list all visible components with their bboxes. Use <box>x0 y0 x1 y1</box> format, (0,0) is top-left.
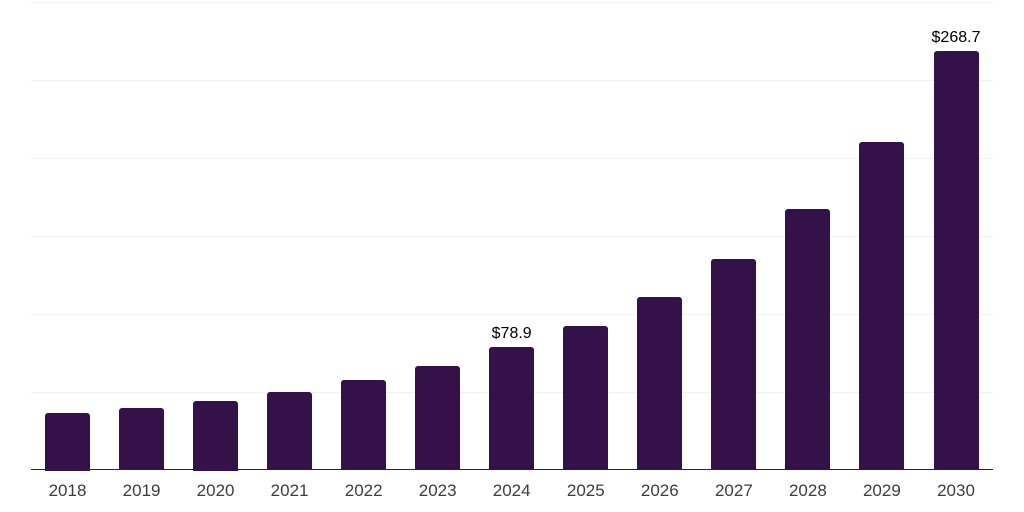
data-label-2024: $78.9 <box>491 325 532 343</box>
bar-2026[interactable] <box>637 297 683 471</box>
bar-2028[interactable] <box>785 209 831 471</box>
x-axis-line <box>30 469 993 471</box>
x-tick-2024: 2024 <box>492 481 531 500</box>
bar-2018[interactable] <box>45 413 90 471</box>
x-tick-2018: 2018 <box>48 481 87 500</box>
bar-2030[interactable] <box>933 50 979 471</box>
x-tick-2022: 2022 <box>344 481 383 500</box>
bar-2019[interactable] <box>119 407 165 471</box>
x-tick-2025: 2025 <box>566 481 605 500</box>
bar-2029[interactable] <box>859 141 905 471</box>
gridline-100 <box>30 313 993 315</box>
gridline-300 <box>30 1 993 3</box>
gridline-200 <box>30 157 993 159</box>
x-tick-2028: 2028 <box>788 481 827 500</box>
bar-2024[interactable] <box>489 347 535 471</box>
gridline-150 <box>30 235 993 237</box>
x-tick-2029: 2029 <box>862 481 901 500</box>
data-label-2030: $268.7 <box>931 28 981 46</box>
bar-2020[interactable] <box>193 401 239 471</box>
bar-2023[interactable] <box>415 365 461 471</box>
x-tick-2026: 2026 <box>640 481 679 500</box>
bar-2021[interactable] <box>267 391 313 471</box>
x-tick-2027: 2027 <box>714 481 753 500</box>
x-tick-2030: 2030 <box>937 481 975 500</box>
x-tick-2021: 2021 <box>270 481 309 500</box>
bar-2022[interactable] <box>341 380 387 471</box>
x-tick-2019: 2019 <box>122 481 161 500</box>
x-tick-2020: 2020 <box>196 481 235 500</box>
gridline-250 <box>30 79 993 81</box>
bar-2027[interactable] <box>711 259 757 471</box>
bar-2025[interactable] <box>563 325 609 471</box>
x-tick-2023: 2023 <box>418 481 457 500</box>
